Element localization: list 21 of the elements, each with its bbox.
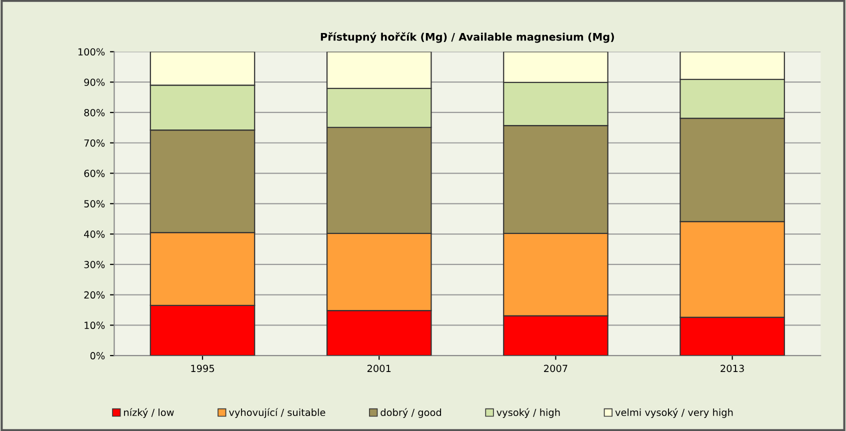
y-tick-label: 10%: [84, 322, 105, 330]
legend-label: nízký / low: [124, 408, 174, 418]
y-tick-label: 0%: [90, 352, 105, 360]
y-tick-label: 80%: [84, 108, 105, 116]
legend-label: velmi vysoký / very high: [615, 408, 733, 418]
x-tick-label: 2013: [720, 364, 744, 372]
x-tick-label: 1995: [191, 364, 214, 372]
y-tick-label: 50%: [84, 200, 105, 208]
y-tick-label: 60%: [84, 170, 105, 178]
legend-label: dobrý / good: [380, 408, 442, 418]
y-tick-label: 40%: [84, 230, 105, 238]
legend-label: vyhovující / suitable: [229, 408, 326, 418]
x-tick-label: 2007: [544, 364, 568, 372]
y-tick-label: 100%: [78, 48, 105, 56]
x-tick-label: 2001: [367, 364, 391, 372]
chart-title: Přístupný hořčík (Mg) / Available magnesium (Mg): [320, 32, 614, 43]
y-tick-label: 70%: [84, 139, 105, 147]
legend-label: vysoký / high: [496, 408, 560, 418]
y-tick-label: 20%: [84, 291, 105, 299]
y-tick-label: 90%: [84, 78, 105, 86]
y-tick-label: 30%: [84, 260, 105, 268]
